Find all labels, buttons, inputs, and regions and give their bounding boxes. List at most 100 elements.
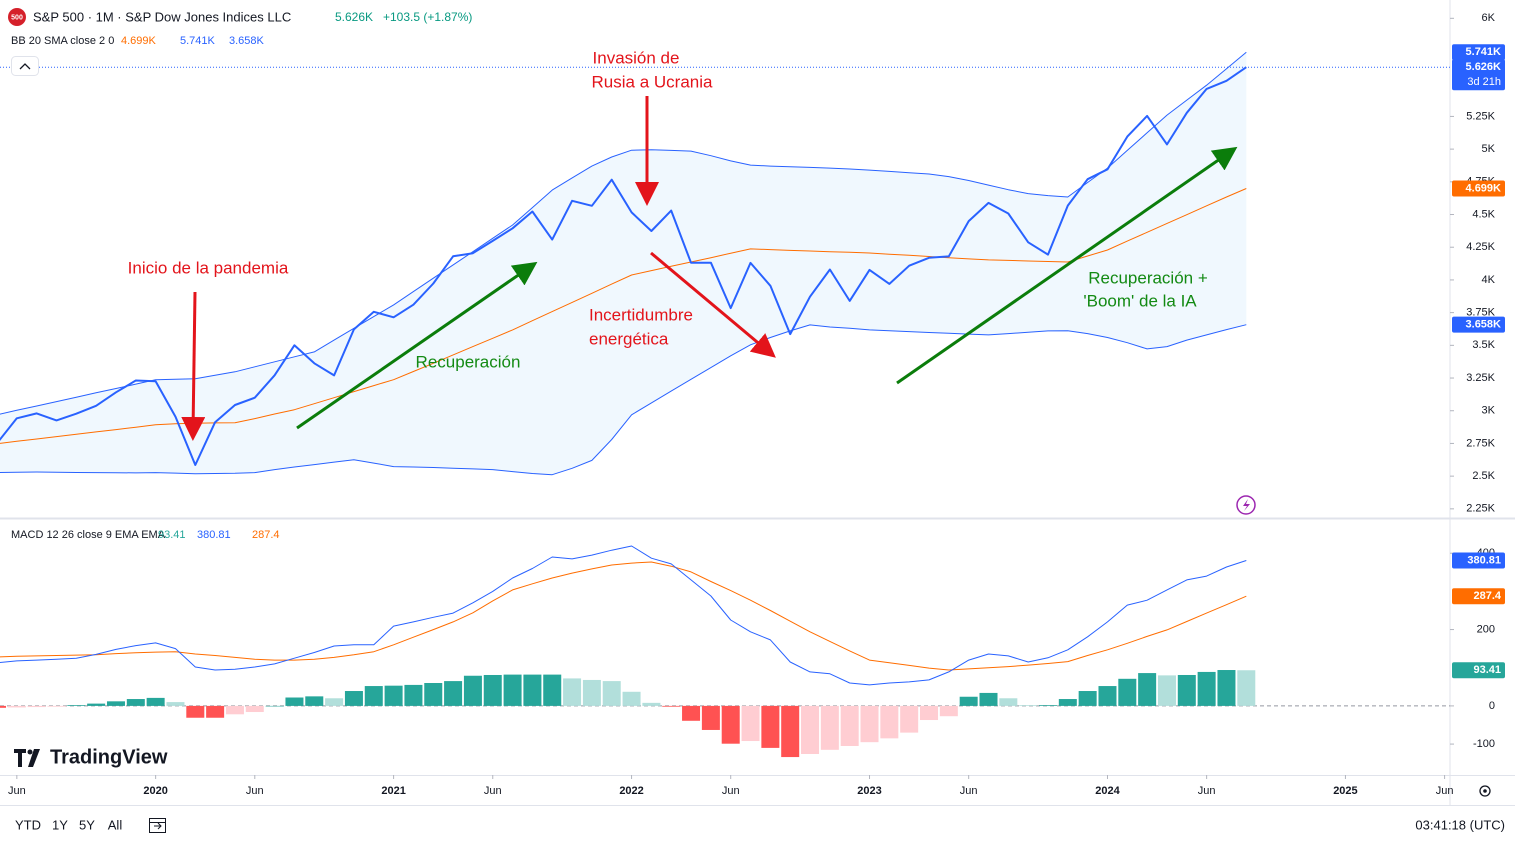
y-tick-label: 0 — [1489, 700, 1495, 712]
histogram-bar — [622, 691, 641, 706]
x-tick-label: 2022 — [619, 785, 643, 797]
range-button[interactable]: YTD — [15, 817, 41, 832]
price-badge — [1452, 180, 1505, 197]
histogram-bar — [1157, 675, 1176, 706]
histogram-bar — [979, 692, 998, 706]
histogram-bar — [1138, 673, 1157, 706]
histogram-bar — [503, 674, 522, 706]
annotation: Recuperación + — [1088, 268, 1208, 287]
y-tick-label: 3.75K — [1466, 307, 1495, 319]
histogram-bar — [1058, 699, 1077, 706]
histogram-bar — [87, 703, 106, 706]
price-badge-label: 5.626K — [1466, 61, 1502, 73]
x-tick-label: 2020 — [143, 785, 167, 797]
price-badge-label: 287.4 — [1473, 590, 1501, 602]
x-tick-label: Jun — [722, 785, 740, 797]
y-tick-label: 2.5K — [1472, 470, 1495, 482]
histogram-bar — [1197, 671, 1216, 706]
histogram-bar — [245, 705, 264, 713]
annotation: Incertidumbre — [589, 305, 693, 324]
histogram-bar — [840, 705, 859, 746]
settings-icon-center — [1483, 789, 1487, 793]
histogram-bar — [444, 681, 463, 706]
histogram-bar — [67, 705, 86, 706]
histogram-bar — [602, 681, 621, 706]
histogram-bar — [523, 674, 542, 706]
histogram-bar — [27, 705, 46, 708]
histogram-bar — [701, 705, 720, 730]
histogram-bar — [146, 697, 165, 706]
annotation: Rusia a Ucrania — [592, 72, 713, 91]
histogram-bar — [186, 705, 205, 718]
last-price: 5.626K — [335, 10, 373, 24]
indicator-title: MACD 12 26 close 9 EMA EMA — [11, 529, 166, 541]
annotation-layer: 5.741K 5.626K 3d 21h 4.699K 3.658K Inicio de … — [128, 44, 1505, 679]
y-tick-label: 3.25K — [1466, 372, 1495, 384]
range-button[interactable]: All — [108, 817, 123, 832]
date-range-icon[interactable] — [149, 818, 166, 833]
price-badge-label: 380.81 — [1467, 554, 1501, 566]
histogram-bar — [404, 684, 423, 706]
alert-icon[interactable] — [1236, 495, 1256, 515]
histogram-bar — [265, 705, 284, 707]
histogram-bar — [682, 705, 701, 721]
histogram-bar — [920, 705, 939, 721]
histogram-bar — [543, 674, 562, 706]
y-tick-label: 5K — [1482, 143, 1496, 155]
histogram-bar — [959, 696, 978, 706]
price-badge — [1452, 59, 1505, 91]
price-badge — [1452, 588, 1505, 605]
histogram-bar — [781, 705, 800, 758]
collapse-button[interactable] — [11, 56, 39, 76]
annotation: Invasión de — [593, 48, 680, 67]
price-badge — [1452, 316, 1505, 333]
range-button[interactable]: 1Y — [52, 817, 68, 832]
price-badge — [1452, 44, 1505, 61]
logo-shape — [28, 749, 40, 767]
y-tick-label: -100 — [1473, 738, 1495, 750]
watermark: TradingView — [50, 746, 168, 768]
logo-shape — [14, 749, 26, 767]
price-badge-label: 3.658K — [1466, 319, 1502, 331]
band-fill — [0, 52, 1247, 475]
histogram-bar — [206, 705, 225, 718]
logo-shape — [27, 749, 33, 755]
histogram-bar — [364, 686, 383, 706]
annotation: Recuperación — [416, 352, 521, 371]
range-button[interactable]: 5Y — [79, 817, 95, 832]
histogram-bar — [285, 697, 304, 706]
histogram-bar — [1177, 674, 1196, 706]
histogram-bar — [1038, 705, 1057, 706]
histogram-bar — [384, 685, 403, 706]
histogram-bar — [1217, 670, 1236, 706]
price-change: +103.5 (+1.87%) — [383, 10, 472, 24]
x-tick-label: Jun — [960, 785, 978, 797]
histogram-bar — [0, 705, 6, 708]
indicator-value: 93.41 — [158, 529, 186, 541]
histogram-bar — [7, 705, 26, 708]
histogram-bar — [225, 705, 244, 715]
x-tick-label: Jun — [8, 785, 26, 797]
macd-line — [0, 545, 1247, 686]
y-tick-label: 5.25K — [1466, 110, 1495, 122]
price-badge-label: 5.741K — [1466, 46, 1502, 58]
settings-icon[interactable] — [1479, 785, 1491, 797]
histogram-bar — [1078, 691, 1097, 706]
indicator-value: 380.81 — [197, 529, 231, 541]
histogram-bar — [126, 699, 145, 706]
logo-text: 500 — [11, 14, 23, 21]
price-badge — [1452, 662, 1505, 679]
price-badge-label: 4.699K — [1466, 182, 1502, 194]
histogram-bar — [662, 705, 681, 707]
histogram-bar — [582, 679, 601, 706]
histogram-bar — [801, 705, 820, 755]
arrow — [296, 261, 538, 430]
price-line — [0, 66, 1247, 466]
alert-bolt — [1243, 499, 1250, 511]
indicator-value: 3.658K — [229, 35, 265, 47]
arrow — [181, 291, 206, 441]
price-badge-label: 93.41 — [1473, 664, 1501, 676]
clock: 03:41:18 (UTC) — [1415, 817, 1505, 832]
histogram-bar — [344, 691, 363, 706]
